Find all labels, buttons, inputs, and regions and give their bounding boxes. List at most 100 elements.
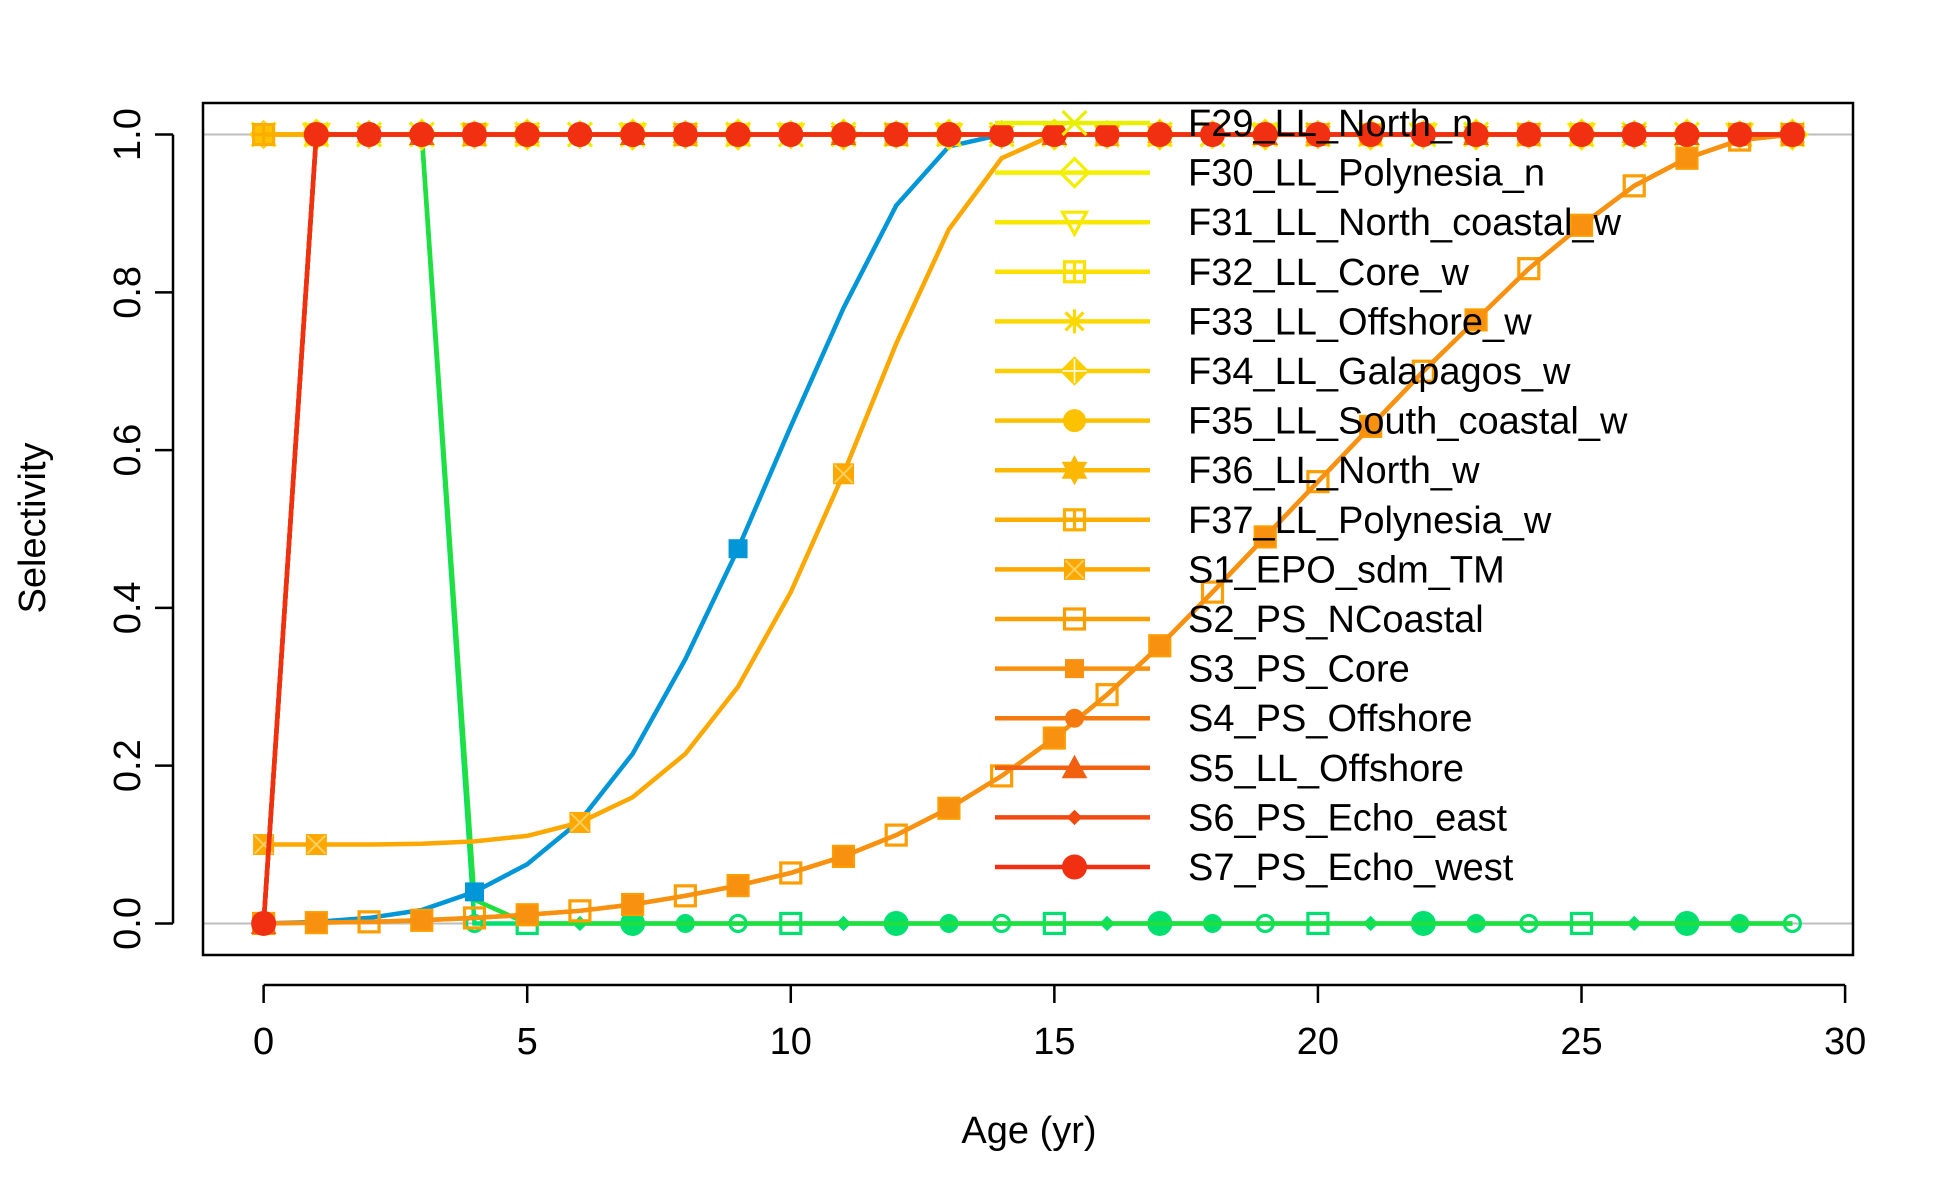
series-point <box>1727 122 1753 148</box>
series-point <box>305 834 327 856</box>
y-tick-label: 0.4 <box>107 581 149 634</box>
series-point <box>1779 122 1805 148</box>
series-point <box>1042 726 1066 750</box>
legend-item-F32_LL_Core_w: F32_LL_Core_w <box>995 252 1470 294</box>
series-point <box>1252 122 1278 148</box>
legend-swatch-marker <box>1058 156 1091 189</box>
legend-swatch-marker <box>1066 809 1083 826</box>
x-tick-label: 30 <box>1824 1021 1866 1063</box>
legend-item-S1_EPO_sdm_TM: S1_EPO_sdm_TM <box>995 549 1505 591</box>
series-point <box>1253 525 1277 549</box>
series-point <box>1622 174 1646 198</box>
series-point <box>356 122 382 148</box>
y-tick-label: 0.2 <box>107 739 149 792</box>
series-point <box>1150 636 1170 656</box>
series-point <box>1466 310 1486 330</box>
series-S2_PS_NCoastal <box>252 122 1804 936</box>
legend-label: S3_PS_Core <box>1188 649 1410 691</box>
legend-swatch-marker <box>1063 409 1086 433</box>
legend-swatch-marker <box>1061 109 1088 137</box>
legend-label: S2_PS_NCoastal <box>1188 599 1484 641</box>
legend-label: S5_LL_Offshore <box>1188 748 1464 790</box>
series-point <box>778 122 804 148</box>
series-point <box>514 122 540 148</box>
series-point <box>884 823 908 847</box>
series-point <box>939 798 959 818</box>
series-line <box>261 132 1793 926</box>
series-point <box>672 122 698 148</box>
series-point <box>1200 580 1225 604</box>
series-point <box>936 122 962 148</box>
legend: F29_LL_North_n F30_LL_Polynesia_n F31_LL_N… <box>995 103 1628 889</box>
y-tick-label: 0.6 <box>107 424 149 477</box>
legend-item-F29_LL_North_n: F29_LL_North_n <box>995 103 1473 145</box>
series-point <box>832 463 854 485</box>
series-point <box>1674 122 1700 148</box>
x-tick-label: 25 <box>1560 1021 1602 1063</box>
x-tick-label: 15 <box>1033 1021 1075 1063</box>
series-point <box>1358 122 1384 148</box>
legend-item-S2_PS_NCoastal: S2_PS_NCoastal <box>995 599 1484 641</box>
legend-item-F36_LL_North_w: F36_LL_North_w <box>995 450 1480 492</box>
y-tick-label: 0.0 <box>107 897 149 950</box>
series-point <box>1410 122 1436 148</box>
series-point <box>1621 122 1647 148</box>
series-point <box>1516 122 1542 148</box>
legend-item-S3_PS_Core: S3_PS_Core <box>995 649 1410 691</box>
legend-label: S7_PS_Echo_west <box>1188 847 1514 889</box>
legend-label: F34_LL_Galapagos_w <box>1188 351 1571 393</box>
series-point <box>1306 470 1330 494</box>
legend-swatch-marker <box>1065 708 1084 728</box>
series-point <box>464 882 484 902</box>
series-point <box>306 913 326 933</box>
legend-item-F30_LL_Polynesia_n: F30_LL_Polynesia_n <box>995 153 1545 195</box>
series-point <box>251 910 277 936</box>
series-point <box>1094 122 1120 148</box>
series-point <box>303 122 329 148</box>
series-line <box>261 132 1793 924</box>
legend-item-F31_LL_North_coastal_w: F31_LL_North_coastal_w <box>995 202 1622 244</box>
legend-label: S4_PS_Offshore <box>1188 698 1472 740</box>
series-S7_PS_Echo_west <box>251 122 1805 936</box>
legend-label: S6_PS_Echo_east <box>1188 797 1507 839</box>
legend-swatch-marker <box>1062 607 1087 631</box>
legend-swatch-marker <box>1062 854 1087 880</box>
series-line <box>261 132 1793 924</box>
legend-label: F32_LL_Core_w <box>1188 252 1470 294</box>
series-layer <box>248 118 1809 936</box>
legend-label: F33_LL_Offshore_w <box>1188 301 1532 343</box>
x-tick-label: 5 <box>517 1021 538 1063</box>
x-tick-label: 20 <box>1297 1021 1339 1063</box>
legend-item-F35_LL_South_coastal_w: F35_LL_South_coastal_w <box>995 401 1628 443</box>
legend-label: F29_LL_North_n <box>1188 103 1473 145</box>
series-point <box>1200 122 1226 148</box>
series-line <box>261 132 1793 926</box>
series-point <box>567 122 593 148</box>
series-S3_PS_Core <box>254 125 1802 933</box>
series-point <box>937 796 961 820</box>
plot-frame <box>201 101 1855 957</box>
background-series-1 <box>261 132 1793 926</box>
legend-label: F37_LL_Polynesia_w <box>1188 500 1552 542</box>
legend-label: F35_LL_South_coastal_w <box>1188 401 1628 443</box>
series-point <box>412 910 432 930</box>
series-point <box>1044 728 1064 748</box>
series-point <box>1305 122 1331 148</box>
series-point <box>1463 122 1489 148</box>
series-point <box>1095 683 1119 707</box>
legend-item-F33_LL_Offshore_w: F33_LL_Offshore_w <box>995 301 1532 343</box>
series-point <box>252 122 276 147</box>
legend-swatch-marker <box>1061 754 1088 779</box>
series-point <box>725 122 751 148</box>
background-series-2 <box>263 125 1793 926</box>
legend-swatch-marker <box>1065 659 1084 679</box>
legend-item-S5_LL_Offshore: S5_LL_Offshore <box>995 748 1464 790</box>
series-S4_PS_Offshore <box>254 125 1793 933</box>
series-point <box>623 895 643 915</box>
series-point <box>517 905 537 925</box>
series-line <box>263 132 1793 926</box>
x-tick-label: 0 <box>253 1021 274 1063</box>
series-point <box>1359 414 1383 439</box>
legend-item-S7_PS_Echo_west: S7_PS_Echo_west <box>995 847 1514 889</box>
